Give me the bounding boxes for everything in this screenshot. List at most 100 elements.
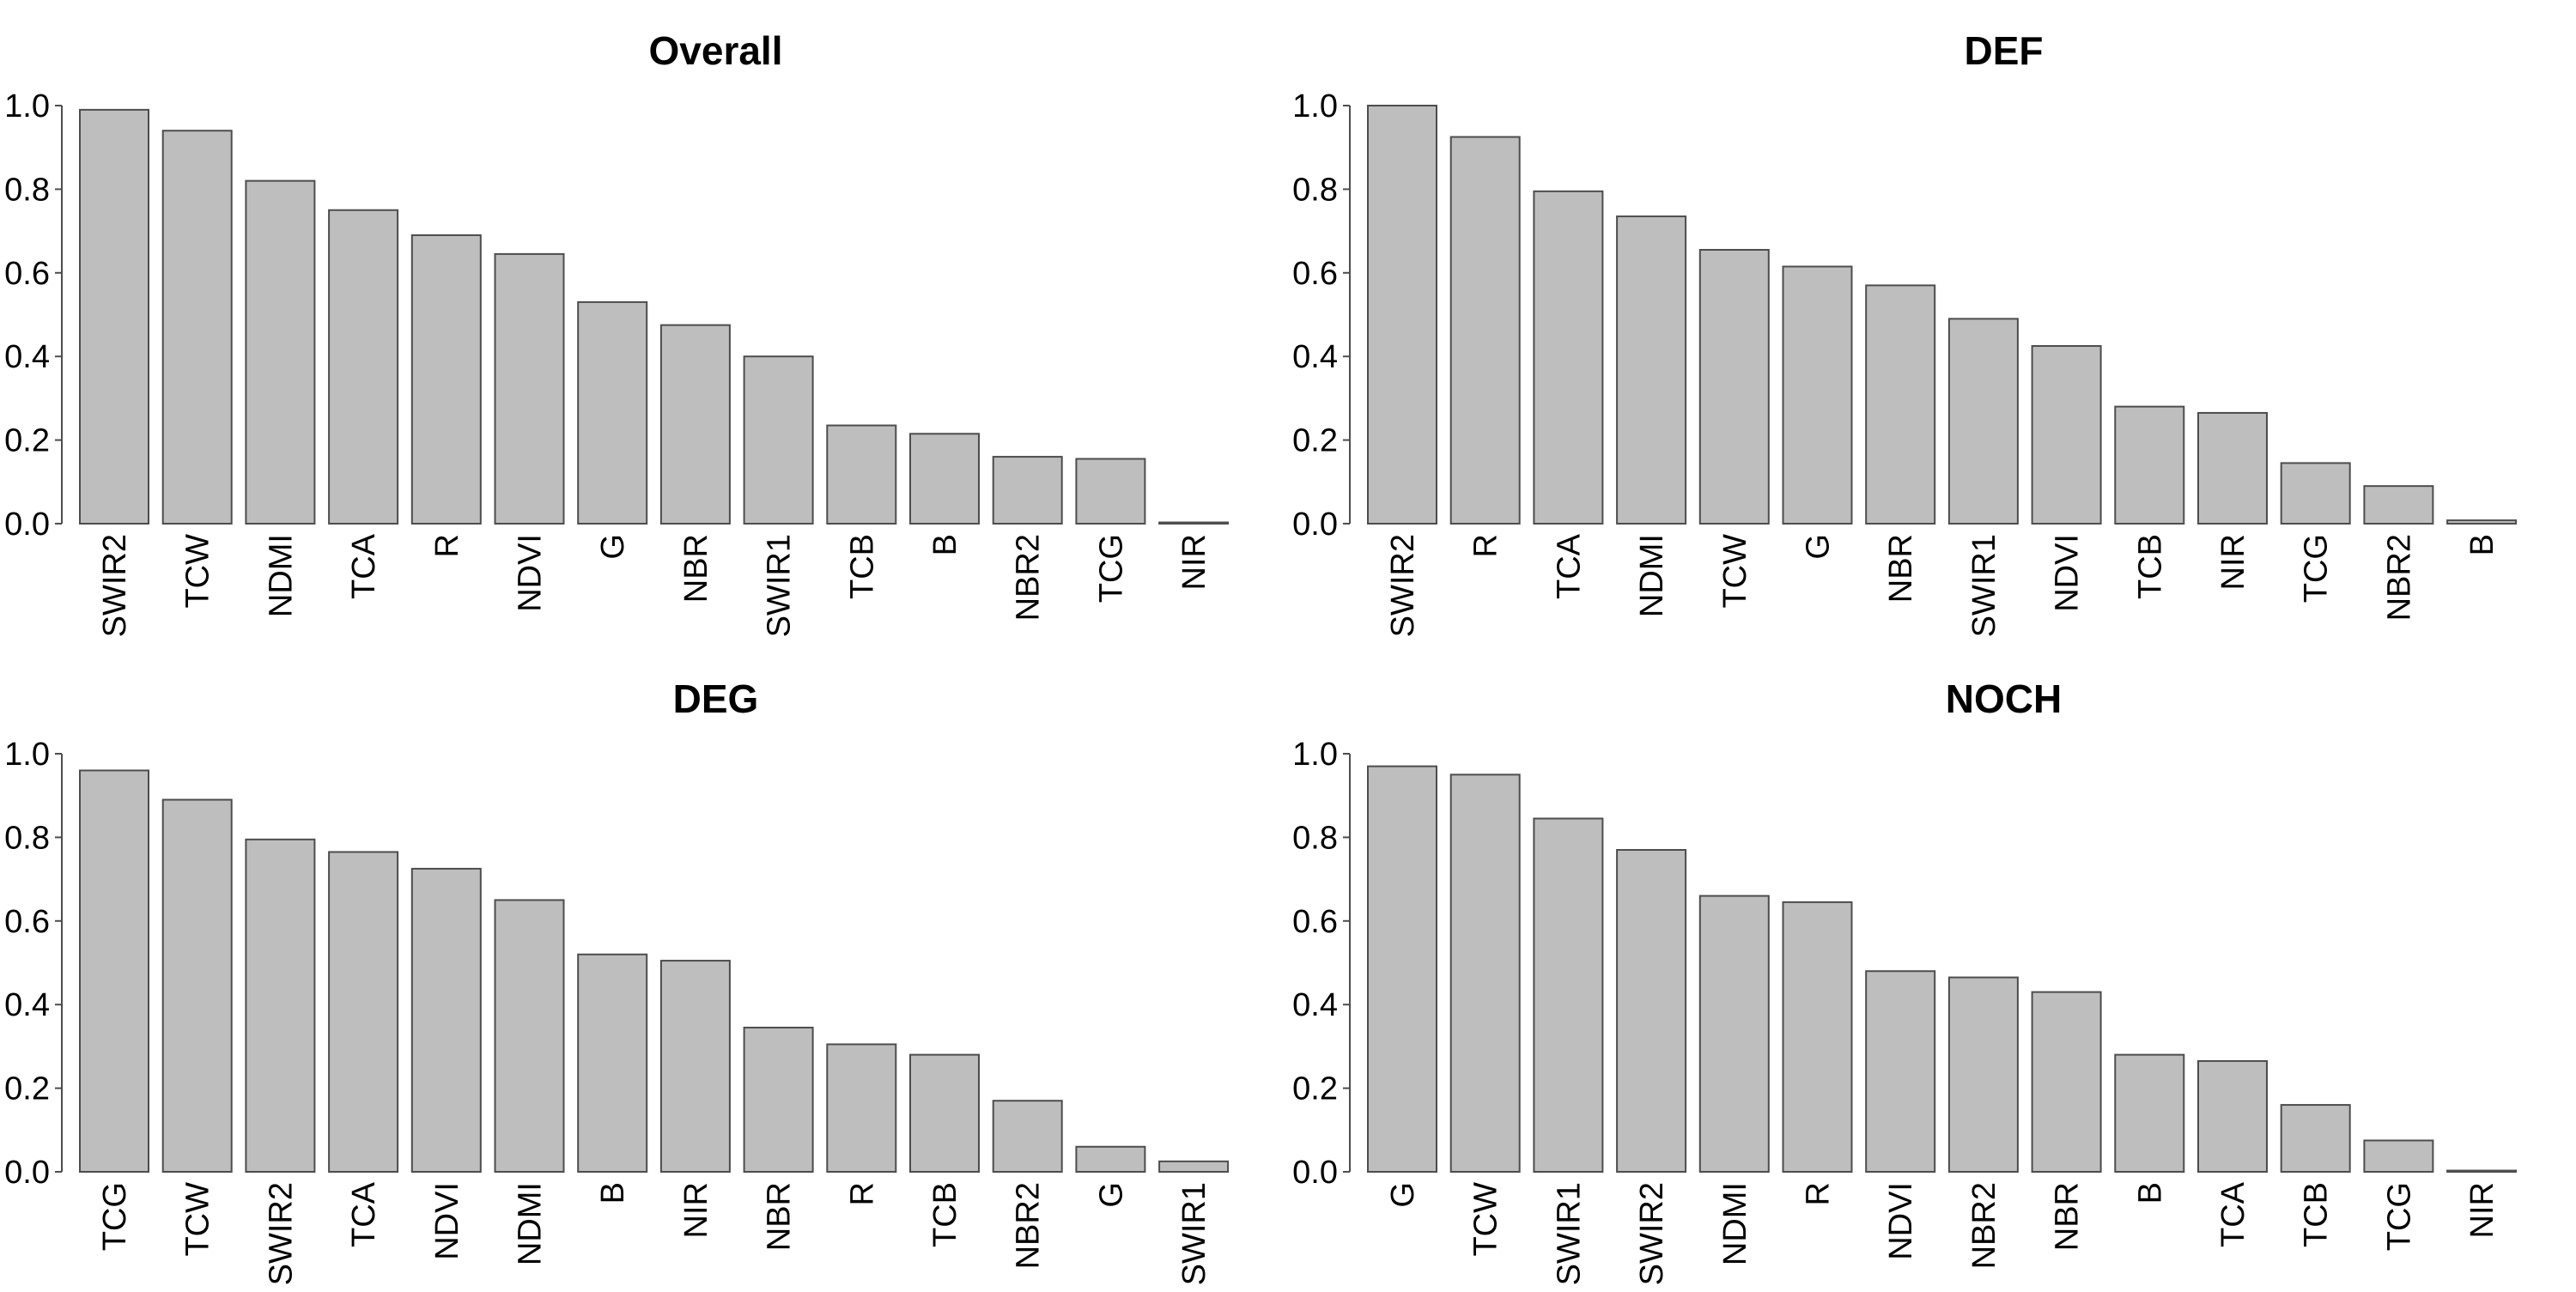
bar-ndvi [2031,345,2102,525]
x-tick-label: TCA [346,533,382,599]
bar-tcw [1698,249,1770,525]
chart-svg: DEF 0.0 0.2 0.4 0.6 0.8 1.0 SWIR2 R TCA NDMI TCW G NB… [1292,28,2518,637]
bar-tca [328,209,399,525]
bar-nir [2446,1169,2518,1174]
bar-ndvi [410,867,482,1173]
bar-tcb [2114,405,2185,525]
x-tick-label: NDVI [513,534,549,612]
x-tick-label: TCG [97,1182,133,1251]
chart-panel-def: DEF 0.0 0.2 0.4 0.6 0.8 1.0 SWIR2 R TCA NDMI TCW G NB… [1288,0,2576,644]
bar-nbr [743,1026,814,1173]
x-tick-label: NDVI [2050,534,2086,612]
x-tick-label: TCA [2215,1181,2251,1247]
x-tick-label: TCG [2381,1182,2417,1251]
x-tick-label: SWIR1 [1551,1182,1587,1285]
bar-tcw [161,130,233,525]
bar-swir2 [1367,105,1437,525]
x-tick-label: SWIR2 [1634,1182,1670,1285]
x-tick-label: TCW [180,534,216,609]
bar-nbr [659,324,731,525]
x-tick-label: NBR [762,1182,798,1251]
bar-b [909,433,980,525]
y-tick-label: 0.0 [4,506,50,543]
x-tick-label: TCW [180,1182,216,1257]
y-tick-label: 0.0 [4,1155,50,1191]
x-tick-label: G [595,534,631,560]
bar-b [2114,1053,2185,1174]
y-tick-label: 0.0 [1292,506,1338,543]
bar-ndmi [494,899,565,1173]
bar-ndmi [1698,895,1770,1173]
bar-swir1 [1947,318,2019,525]
y-tick-label: 0.2 [4,423,50,459]
x-tick-label: TCB [927,1182,963,1247]
bar-g [1367,765,1437,1174]
x-tick-label: SWIR2 [97,534,133,637]
chart-title: NOCH [1946,676,2062,721]
chart-panel-deg: DEG 0.0 0.2 0.4 0.6 0.8 1.0 TCG TCW SWIR2 TCA NDVI N… [0,648,1288,1292]
x-tick-label: G [1385,1182,1421,1208]
x-tick-label: NDVI [1883,1182,1919,1260]
x-tick-label: NDVI [429,1182,465,1260]
x-tick-label: TCA [346,1181,382,1247]
bar-g [1782,265,1853,525]
y-tick-label: 0.4 [4,339,50,375]
y-tick-label: 0.2 [1292,423,1338,459]
x-tick-label: TCW [1717,534,1753,609]
x-tick-label: R [429,534,465,557]
x-tick-label: TCB [2132,534,2168,599]
x-tick-label: TCB [844,534,880,599]
y-tick-label: 0.2 [4,1071,50,1107]
bar-swir2 [79,108,149,525]
chart-title: Overall [649,28,783,73]
chart-panel-overall: Overall 0.0 0.2 0.4 0.6 0.8 1.0 SWIR2 TCW NDMI TCA… [0,0,1288,644]
bar-r [1782,901,1853,1173]
x-tick-label: NIR [1176,534,1212,590]
bar-r [410,234,482,525]
bar-tcg [1075,458,1146,525]
y-tick-label: 0.8 [4,172,50,208]
x-tick-label: SWIR1 [1966,534,2002,637]
x-tick-label: SWIR2 [263,1182,299,1285]
chart-panel-noch: NOCH 0.0 0.2 0.4 0.6 0.8 1.0 G TCW SWIR1 SWIR2 NDMI… [1288,648,2576,1292]
y-tick-label: 0.4 [1292,339,1338,375]
bar-tcb [2280,1104,2351,1174]
bar-tca [1533,190,1604,525]
chart-title: DEF [1965,28,2044,73]
bar-nbr2 [2363,485,2434,525]
x-tick-label: NIR [2215,534,2251,590]
bar-nbr2 [992,1100,1063,1174]
x-tick-label: TCG [2299,534,2335,603]
bar-nbr2 [1947,976,2019,1174]
bar-tcg [2280,462,2351,525]
y-tick-label: 0.6 [1292,256,1338,292]
bar-tcb [909,1053,980,1174]
x-tick-label: B [595,1182,631,1204]
x-tick-label: NBR2 [2381,534,2417,621]
y-tick-label: 1.0 [4,737,50,773]
x-tick-label: NBR2 [1011,1182,1047,1269]
bar-nbr2 [992,456,1063,525]
x-tick-label: R [844,1182,880,1205]
x-tick-label: NIR [678,1182,714,1238]
y-tick-label: 1.0 [4,88,50,124]
x-tick-label: NDMI [263,534,299,617]
bar-tcg [2363,1139,2434,1173]
bar-swir2 [245,838,316,1174]
x-tick-label: NBR2 [1011,534,1047,621]
x-tick-label: TCG [1093,534,1129,603]
x-tick-label: NBR [678,534,714,603]
x-tick-label: TCW [1468,1182,1504,1257]
bar-tcw [161,798,233,1173]
x-tick-label: NBR [1883,534,1919,603]
bar-swir2 [1616,849,1687,1173]
y-tick-label: 0.8 [1292,172,1338,208]
y-tick-label: 1.0 [1292,88,1338,124]
bar-nir [659,960,731,1173]
x-tick-label: B [927,534,963,555]
bar-swir1 [1533,817,1604,1174]
x-tick-label: SWIR2 [1385,534,1421,637]
y-tick-label: 0.8 [1292,820,1338,856]
bar-nbr [1865,284,1936,525]
y-tick-label: 0.4 [4,987,50,1023]
